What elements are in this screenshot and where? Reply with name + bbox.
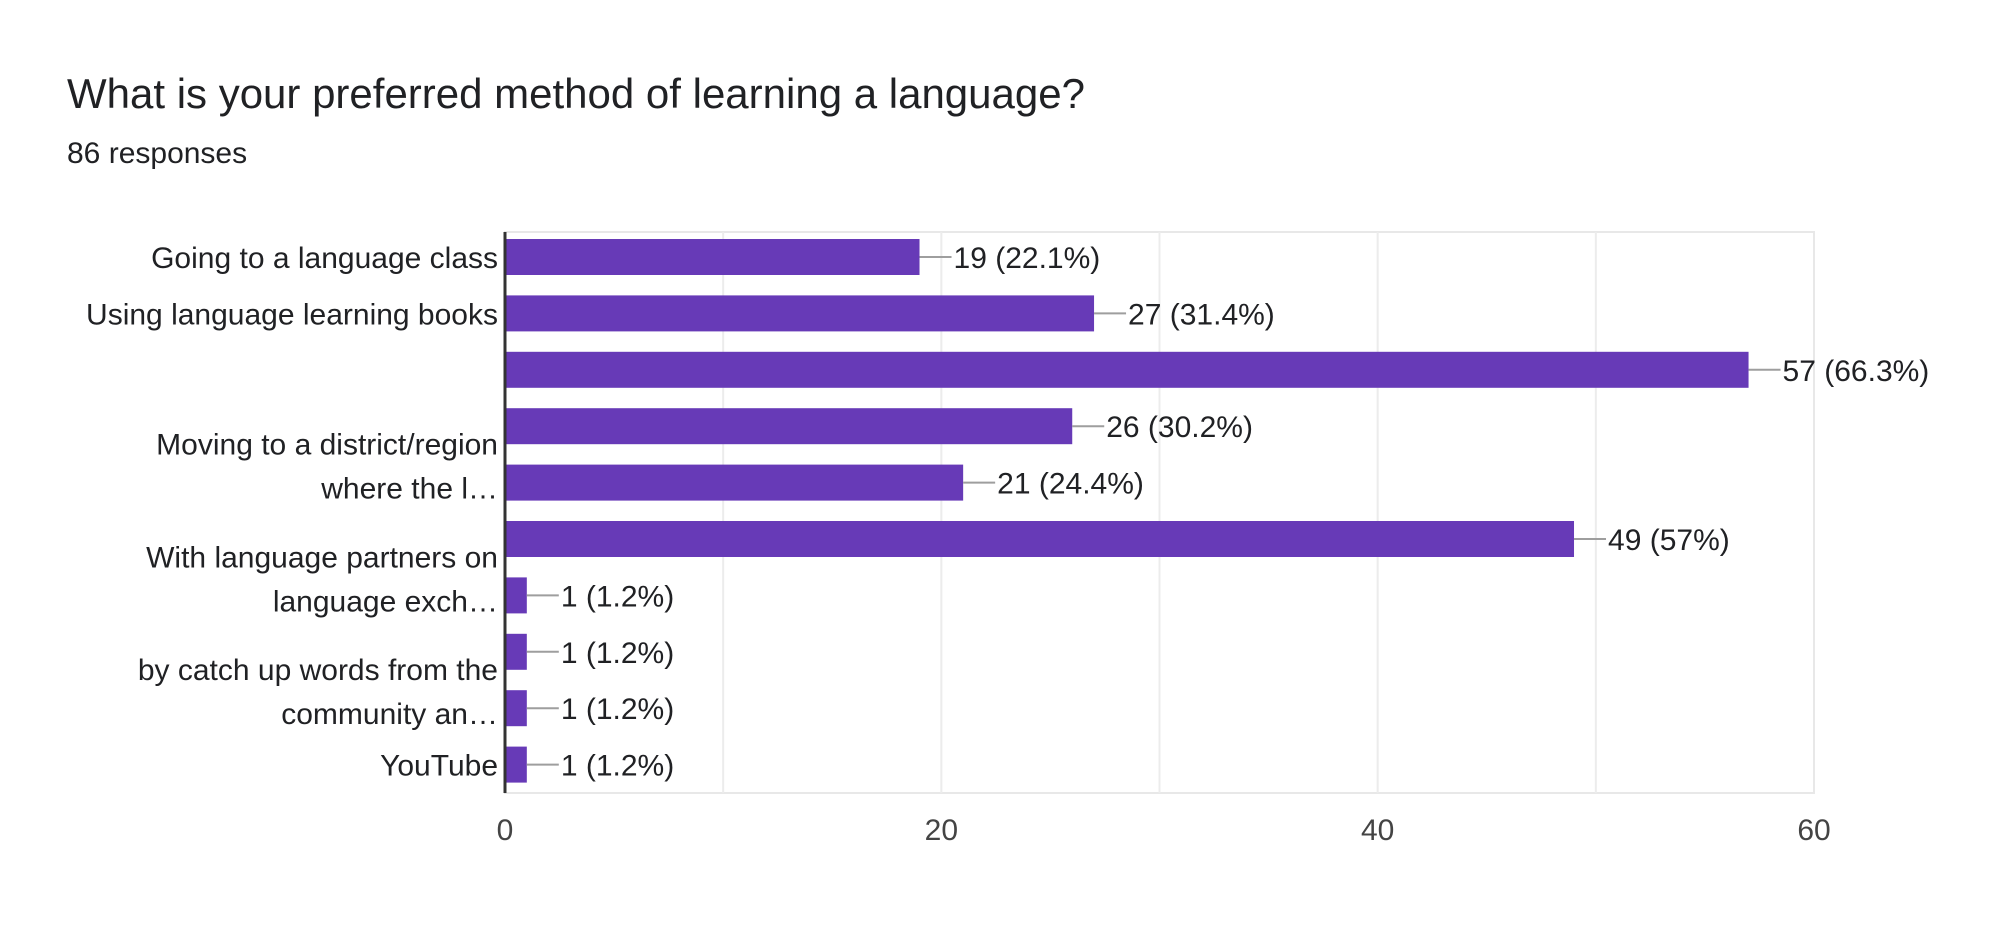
category-label-line: by catch up words from the [138,654,498,687]
bar [505,295,1095,332]
data-label: 1 (1.2%) [561,750,674,783]
bar [505,577,527,614]
bar [505,746,527,783]
x-tick-label: 20 [925,814,958,847]
data-label: 21 (24.4%) [997,468,1144,501]
bar [505,633,527,670]
bar [505,464,964,501]
data-label: 19 (22.1%) [954,242,1101,275]
data-label: 1 (1.2%) [561,637,674,670]
category-label: Going to a language class [151,242,498,275]
data-label: 26 (30.2%) [1106,411,1253,444]
data-label: 1 (1.2%) [561,580,674,613]
bar [505,351,1749,388]
data-label: 1 (1.2%) [561,693,674,726]
x-tick-label: 60 [1797,814,1830,847]
bar [505,239,920,275]
category-label: Using language learning books [86,298,498,331]
x-tick-label: 40 [1361,814,1394,847]
category-label: by catch up words from the community an… [138,654,498,731]
bar [505,521,1575,557]
bar [505,408,1073,445]
category-label-line: language exch… [273,585,498,618]
bar [505,690,527,727]
category-label: YouTube [380,750,498,783]
category-label-line: With language partners on [146,541,498,574]
category-label-line: Moving to a district/region [156,429,498,462]
data-label: 49 (57%) [1608,524,1730,557]
x-tick-label: 0 [497,814,514,847]
category-label: With language partners on language exch… [146,541,498,618]
category-label: Moving to a district/region where the l… [156,429,498,506]
data-label: 57 (66.3%) [1783,355,1930,388]
category-label-line: where the l… [320,473,498,506]
category-label-line: community an… [281,698,498,731]
response-count: 86 responses [67,137,248,170]
data-label: 27 (31.4%) [1128,298,1275,331]
chart-title: What is your preferred method of learnin… [67,70,1085,117]
